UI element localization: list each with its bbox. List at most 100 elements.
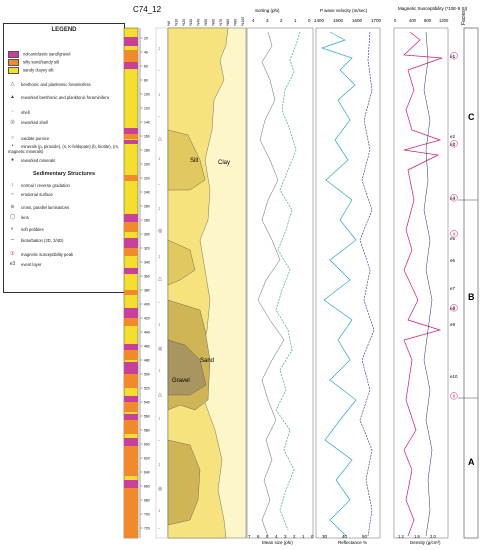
magsus-axis-title: Magnetic Susceptibility (*10E-5 SI): [398, 6, 468, 11]
depth-tick-label: 200: [144, 163, 150, 167]
magsus-tick: 0: [394, 18, 397, 23]
svg-text:↕: ↕: [158, 368, 161, 374]
sorting-axis-title: Sorting (phi): [255, 8, 280, 13]
legend-box: LEGEND volcaniclastic sand/gravel silty …: [3, 23, 125, 293]
gradation-icon: ↕: [11, 182, 14, 189]
depth-tick-label: 420: [144, 317, 150, 321]
legend-item-clayey-silt: sandy clayey silt: [8, 67, 54, 74]
legend-item-pumice: ○ oxidate pumice: [8, 136, 49, 141]
svg-text:↕: ↕: [158, 462, 161, 468]
volcaniclastic-swatch: [8, 51, 19, 58]
grain-header: %80: [226, 19, 230, 26]
event-label: e9: [450, 322, 456, 327]
event-label: e1: [450, 54, 456, 59]
peak-label: 2: [453, 142, 456, 147]
pwave-tick: 1700: [371, 18, 382, 23]
reworked-shell-icon: ◎: [10, 119, 15, 126]
depth-tick-label: 580: [144, 429, 150, 433]
peak-icon: [450, 230, 458, 238]
grain-header: %50: [204, 19, 208, 26]
pwave-tick: 1600: [352, 18, 363, 23]
depth-tick-label: 620: [144, 457, 150, 461]
event-label: e7: [450, 286, 456, 291]
peak-icon: [450, 304, 458, 312]
silty-sand-swatch: [8, 59, 19, 66]
mean-tick: 1: [302, 534, 305, 539]
sand-label: Sand: [200, 358, 214, 364]
mean-tick: 6: [257, 534, 260, 539]
depth-tick-label: 100: [144, 93, 150, 97]
peak-icon: [450, 392, 458, 400]
legend-item-bioturbation: ∽ bioturbation (2D, 3/4D): [8, 238, 63, 243]
grain-header: %90: [234, 19, 238, 26]
depth-tick-label: 240: [144, 191, 150, 195]
density-axis-title: Density (g/cm³): [410, 540, 441, 545]
peak-icon: ①: [10, 251, 15, 258]
depth-tick-label: 360: [144, 275, 150, 279]
gravel-label: Gravel: [172, 378, 190, 384]
grain-header: %70: [219, 19, 223, 26]
depth-tick-label: 520: [144, 387, 150, 391]
event-layer-icon: e3: [9, 261, 16, 268]
peak-icon: [450, 52, 458, 60]
clay-label: Clay: [218, 160, 230, 166]
magsus-tick: 800: [424, 18, 432, 23]
depth-tick-label: 720: [144, 527, 150, 531]
minerals-icon: •: [11, 143, 14, 150]
pumice-icon: ○: [10, 135, 15, 142]
svg-text:◦: ◦: [158, 438, 160, 444]
structures-heading: Sedimentary Structures: [32, 171, 96, 177]
legend-item-lens: ◯ lens: [9, 214, 29, 221]
svg-text:↕: ↕: [158, 46, 161, 52]
mean-axis-ticks: 7 6 5 4 3 2 1 0: [248, 534, 314, 539]
depth-tick-label: 700: [144, 513, 150, 517]
event-label: e8: [450, 306, 456, 311]
depth-tick-label: 320: [144, 247, 150, 251]
depth-tick-label: 40: [144, 51, 148, 55]
mean-tick: 7: [248, 534, 251, 539]
legend-item-peak: ① magnetic susceptibility peak: [8, 252, 73, 257]
legend-item-lamination: ≋ cross, parallel laminations: [8, 205, 69, 210]
grain-header: %10: [174, 19, 178, 26]
grain-header: %100: [241, 17, 245, 26]
sorting-tick: 3: [266, 18, 269, 23]
mean-tick: 3: [284, 534, 287, 539]
grain-header: %60: [211, 19, 215, 26]
svg-text:△: △: [158, 276, 162, 282]
svg-text:◦: ◦: [158, 300, 160, 306]
magsus-density-panel: Magnetic Susceptibility (*10E-5 SI) Dens…: [393, 6, 468, 545]
mean-tick: 2: [293, 534, 296, 539]
core-title: C74_12: [133, 5, 162, 14]
reworked-foraminifera-icon: ▲: [10, 94, 15, 101]
pwave-axis-ticks: 1400 1500 1600 1700: [314, 18, 382, 23]
peak-label: 1: [453, 54, 456, 59]
depth-tick-label: 380: [144, 289, 150, 293]
mean-tick: 5: [266, 534, 269, 539]
reflectance-tick: 50: [362, 534, 368, 539]
svg-text:◦: ◦: [158, 68, 160, 74]
depth-tick-label: 300: [144, 233, 150, 237]
sorting-tick: 4: [252, 18, 255, 23]
svg-text:◎: ◎: [158, 228, 163, 234]
peak-label: 5: [453, 306, 456, 311]
depth-tick-label: 260: [144, 205, 150, 209]
svg-text:↕: ↕: [158, 322, 161, 328]
depth-tick-label: 180: [144, 149, 150, 153]
legend-item-shell: ◦ shell: [8, 110, 30, 115]
density-tick: 1.6: [414, 534, 420, 539]
erosional-surface-icon: ⌢: [10, 191, 15, 198]
magsus-tick: 400: [409, 18, 417, 23]
depth-tick-label: 560: [144, 415, 150, 419]
svg-text:◦: ◦: [158, 526, 160, 532]
facies-b: B: [468, 292, 475, 302]
density-axis-ticks: 1.2 1.6 2.0: [398, 534, 436, 539]
depth-scale: 20 40 60 80 100 120 140 160 180 200 220 240 260 280 30…: [139, 28, 150, 538]
lithology-column: [123, 27, 139, 539]
legend-item-erosional: ⌢ erosional surface: [8, 192, 53, 197]
sorting-tick: 2: [280, 18, 283, 23]
depth-tick-label: 640: [144, 471, 150, 475]
peak-label: 3: [453, 196, 456, 201]
event-label: e10: [450, 374, 458, 379]
foraminifera-icon: △: [10, 81, 15, 88]
